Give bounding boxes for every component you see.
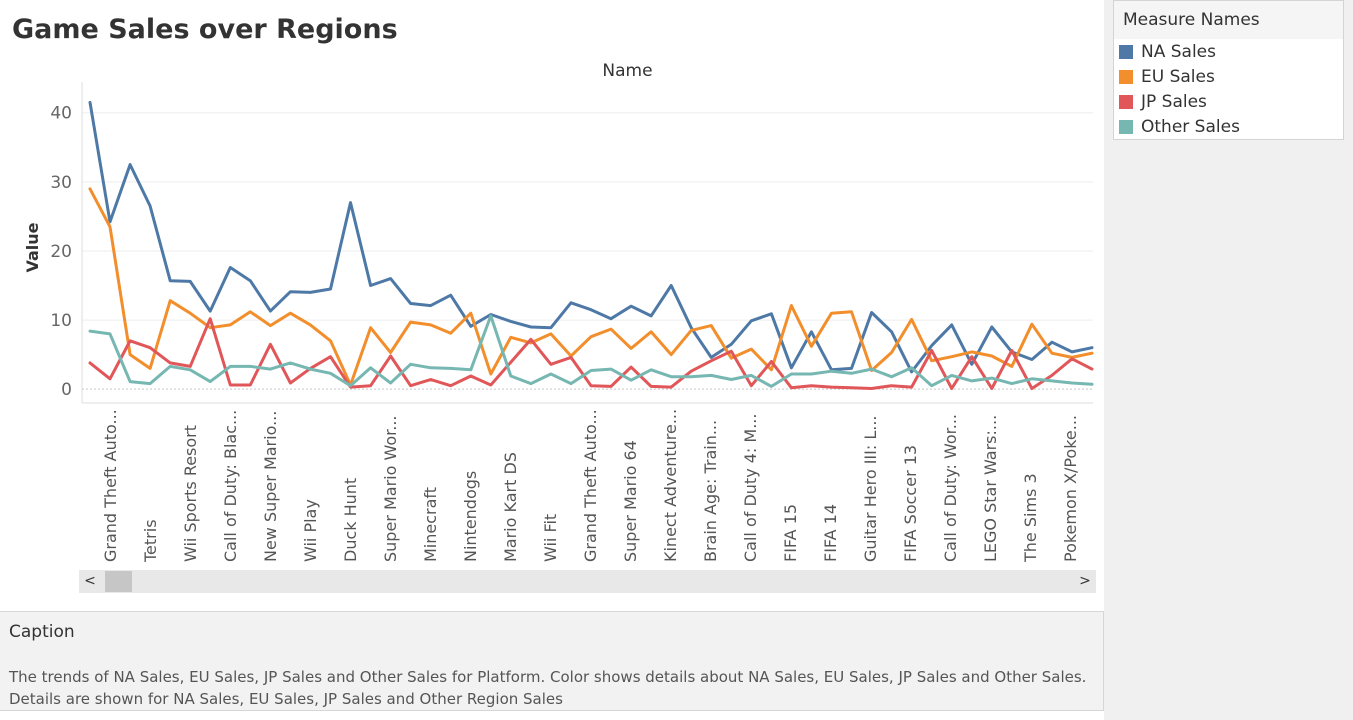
x-tick-label: Wii Sports Resort [181, 425, 200, 562]
y-tick-label: 0 [61, 380, 72, 400]
legend-label: JP Sales [1141, 91, 1207, 112]
x-tick-label: LEGO Star Wars:... [981, 415, 1000, 562]
series-line [88, 187, 1094, 387]
x-tick-label: Call of Duty: Wor... [941, 414, 960, 562]
y-tick-label: 30 [50, 173, 72, 193]
x-tick-label: Brain Age: Train... [701, 420, 720, 562]
x-tick-label: Wii Fit [541, 514, 560, 562]
x-tick-label: The Sims 3 [1021, 473, 1040, 563]
x-tick-label: Grand Theft Auto... [581, 409, 600, 562]
x-tick-label: Tetris [141, 519, 160, 563]
x-tick-label: Super Mario Wor... [381, 415, 400, 562]
series-line [88, 100, 1094, 374]
legend-label: Other Sales [1141, 116, 1240, 137]
legend-swatch [1119, 44, 1133, 59]
legend-item[interactable]: EU Sales [1114, 64, 1343, 89]
x-tick-label: Mario Kart DS [501, 452, 520, 562]
caption-text: The trends of NA Sales, EU Sales, JP Sal… [9, 668, 1087, 708]
horizontal-scrollbar[interactable]: < > [79, 570, 1096, 593]
y-axis-label: Value [23, 222, 42, 272]
x-tick-label: Pokemon X/Poke... [1061, 415, 1080, 562]
x-tick-label: Kinect Adventure... [661, 409, 680, 562]
x-tick-label: FIFA 14 [821, 504, 840, 562]
legend-swatch [1119, 119, 1133, 134]
x-tick-label: FIFA 15 [781, 504, 800, 562]
legend-item[interactable]: Other Sales [1114, 114, 1343, 139]
scrollbar-thumb[interactable] [105, 571, 132, 592]
x-tick-label: Grand Theft Auto... [101, 409, 120, 562]
x-tick-label: FIFA Soccer 13 [901, 445, 920, 562]
chart-title: Game Sales over Regions [12, 14, 398, 45]
legend-swatch [1119, 69, 1133, 84]
series-line [88, 314, 1094, 388]
x-tick-label: Guitar Hero III: L... [861, 415, 880, 562]
chevron-left-icon[interactable]: < [84, 573, 96, 589]
x-tick-label: New Super Mario... [261, 411, 280, 562]
x-tick-label: Duck Hunt [341, 478, 360, 562]
chevron-right-icon[interactable]: > [1079, 573, 1091, 589]
legend-label: EU Sales [1141, 66, 1215, 87]
series-line [88, 317, 1094, 390]
legend-swatch [1119, 94, 1133, 109]
x-tick-label: Wii Play [301, 499, 320, 562]
y-tick-label: 10 [50, 311, 72, 331]
caption-title: Caption [9, 622, 75, 642]
legend-item[interactable]: JP Sales [1114, 89, 1343, 114]
y-tick-label: 20 [50, 242, 72, 262]
x-tick-label: Call of Duty: Blac... [221, 410, 240, 562]
x-tick-label: Nintendogs [461, 471, 480, 562]
y-tick-label: 40 [50, 104, 72, 124]
legend-item[interactable]: NA Sales [1114, 39, 1343, 64]
x-tick-label: Call of Duty 4: M... [741, 414, 760, 562]
x-tick-label: Minecraft [421, 487, 440, 562]
legend-title: Measure Names [1114, 1, 1343, 39]
x-tick-label: Super Mario 64 [621, 440, 640, 562]
caption-panel: Caption The trends of NA Sales, EU Sales… [0, 611, 1104, 711]
line-chart: Name Value 0 10 20 30 40 Grand Theft Auto... Tet… [23, 61, 1094, 563]
legend: Measure Names NA Sales EU Sales JP Sales Ot… [1113, 0, 1344, 140]
legend-label: NA Sales [1141, 41, 1216, 62]
chart-header: Name [602, 61, 652, 81]
